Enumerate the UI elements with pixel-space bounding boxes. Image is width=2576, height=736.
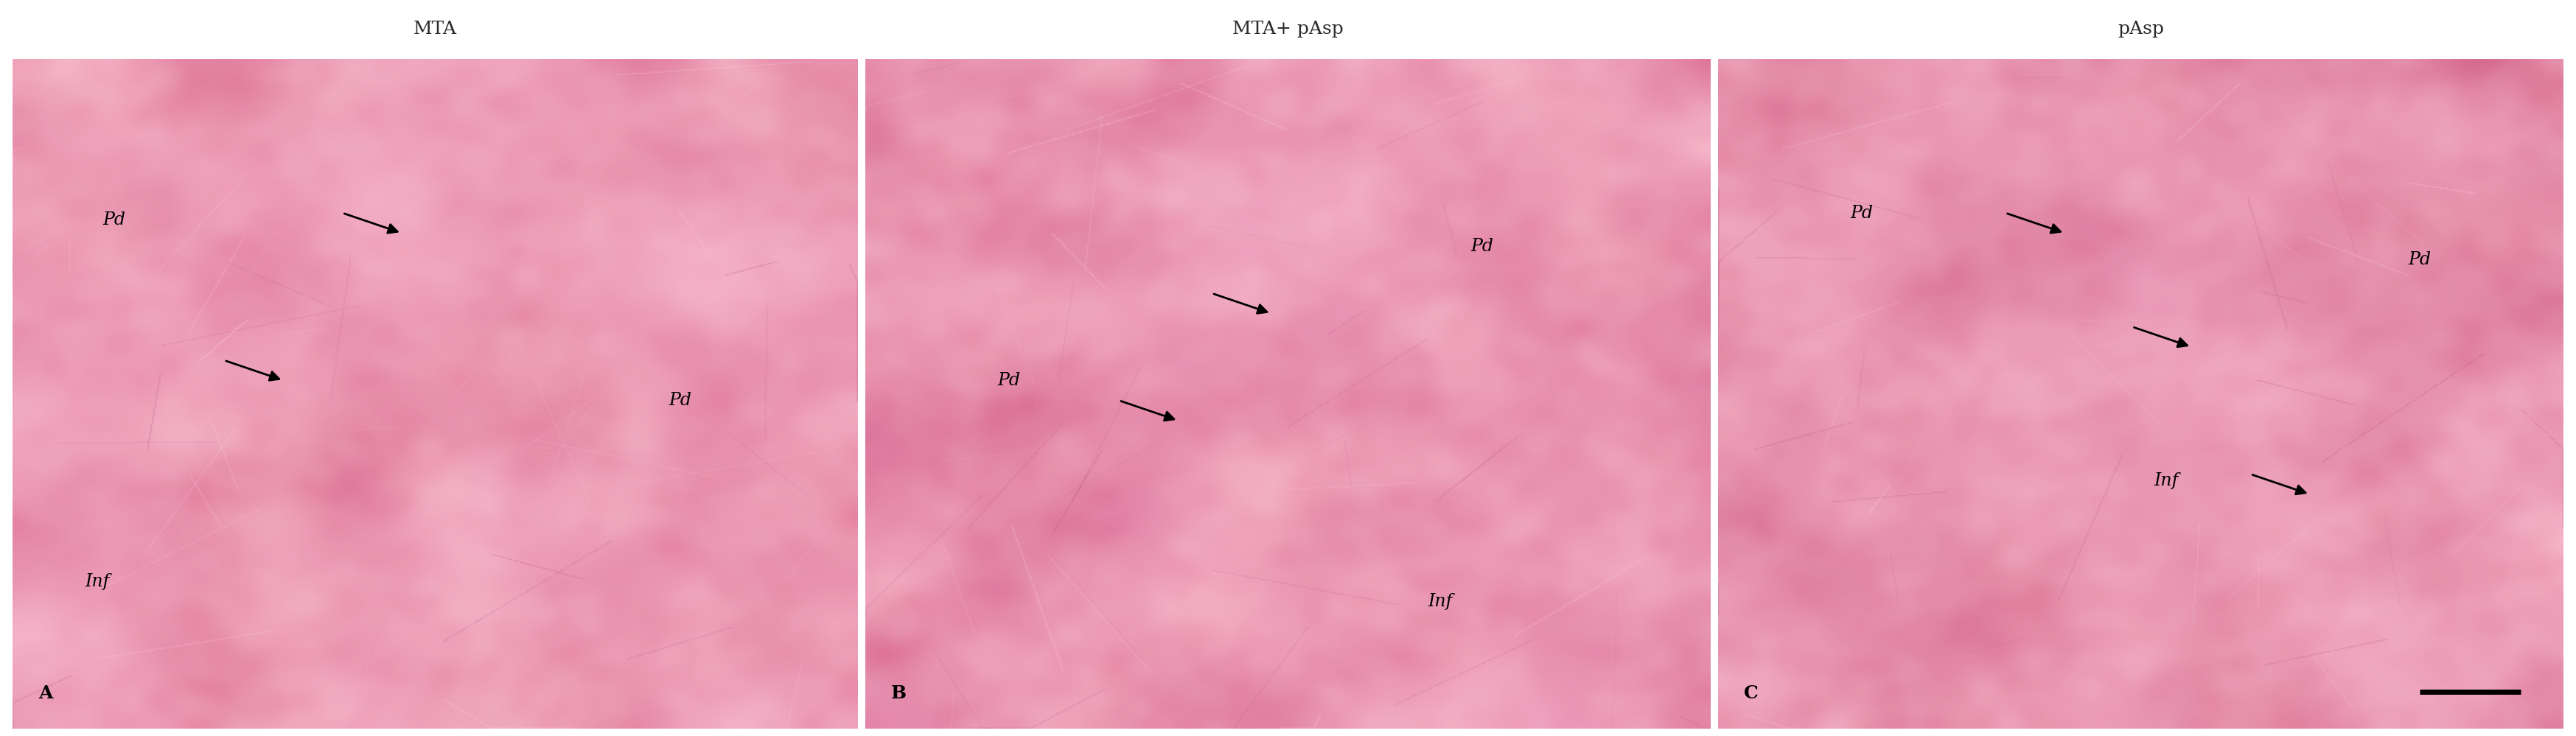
Text: MTA+ pAsp: MTA+ pAsp <box>1231 21 1345 38</box>
Text: Inf: Inf <box>2154 473 2179 489</box>
Text: Pd: Pd <box>2409 251 2432 269</box>
Text: Pd: Pd <box>997 372 1020 389</box>
Text: B: B <box>891 684 907 702</box>
Text: Pd: Pd <box>103 211 126 228</box>
Text: Inf: Inf <box>1427 593 1453 610</box>
Text: C: C <box>1744 684 1759 702</box>
Text: Pd: Pd <box>1471 238 1494 255</box>
Text: A: A <box>39 684 52 702</box>
Text: pAsp: pAsp <box>2117 21 2164 38</box>
Text: Pd: Pd <box>1850 205 1873 222</box>
Text: MTA: MTA <box>415 21 456 38</box>
Text: Pd: Pd <box>670 392 693 409</box>
Text: Inf: Inf <box>85 573 111 590</box>
